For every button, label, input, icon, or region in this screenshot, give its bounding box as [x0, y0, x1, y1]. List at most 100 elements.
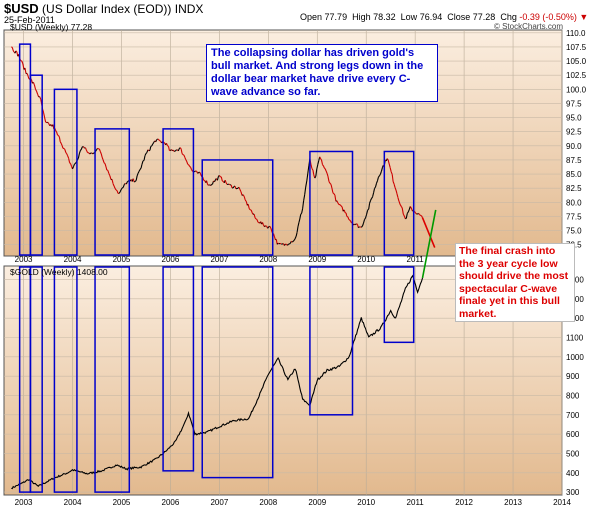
usd-x-tick-label: 2009: [308, 255, 326, 264]
gold-y-tick-label: 300: [566, 488, 580, 497]
usd-y-tick-label: 110.0: [566, 29, 586, 38]
usd-y-tick-label: 85.0: [566, 170, 582, 179]
usd-price-segment: [340, 205, 341, 206]
usd-price-segment: [192, 170, 193, 172]
usd-y-tick-label: 90.0: [566, 142, 582, 151]
high-value: 78.32: [373, 12, 396, 22]
usd-price-segment: [321, 159, 322, 160]
usd-price-segment: [356, 224, 357, 225]
usd-price-segment: [158, 139, 159, 140]
usd-price-segment: [188, 164, 189, 165]
high-label: High: [352, 12, 371, 22]
usd-y-tick-label: 97.5: [566, 99, 582, 108]
usd-price-segment: [56, 131, 57, 132]
usd-price-segment: [420, 215, 421, 216]
usd-price-segment: [249, 209, 250, 210]
usd-price-segment: [323, 165, 324, 166]
usd-price-segment: [236, 188, 237, 189]
gold-x-tick-label: 2005: [113, 498, 131, 507]
usd-x-tick-label: 2010: [357, 255, 375, 264]
close-label: Close: [447, 12, 470, 22]
low-value: 76.94: [420, 12, 443, 22]
quote-summary: Open 77.79 High 78.32 Low 76.94 Close 77…: [300, 12, 588, 22]
usd-y-tick-label: 92.5: [566, 128, 582, 137]
usd-price-segment: [252, 213, 253, 215]
usd-y-tick-label: 105.0: [566, 57, 587, 66]
usd-y-tick-label: 77.5: [566, 212, 582, 221]
usd-price-segment: [90, 153, 91, 154]
usd-y-tick-label: 87.5: [566, 156, 582, 165]
usd-price-segment: [183, 155, 184, 156]
usd-price-segment: [11, 47, 12, 48]
usd-price-segment: [190, 166, 191, 167]
gold-x-tick-label: 2008: [259, 498, 277, 507]
close-value: 77.28: [473, 12, 496, 22]
gold-x-tick-label: 2013: [504, 498, 522, 507]
usd-x-tick-label: 2005: [113, 255, 131, 264]
symbol: $USD: [4, 1, 39, 16]
gold-x-tick-label: 2010: [357, 498, 375, 507]
usd-y-tick-label: 102.5: [566, 71, 587, 80]
usd-price-segment: [229, 184, 230, 185]
down-arrow-icon: ▼: [579, 12, 588, 22]
usd-price-segment: [294, 239, 295, 241]
usd-price-segment: [265, 226, 266, 227]
gold-x-tick-label: 2007: [210, 498, 228, 507]
usd-price-segment: [198, 172, 199, 173]
usd-price-segment: [219, 175, 220, 176]
usd-price-segment: [151, 146, 152, 147]
usd-price-segment: [361, 226, 362, 227]
usd-price-segment: [70, 163, 71, 164]
usd-price-segment: [64, 148, 65, 149]
symbol-name: (US Dollar Index (EOD)): [42, 2, 171, 16]
usd-price-segment: [293, 240, 294, 241]
chg-value: -0.39 (-0.50%): [519, 12, 577, 22]
usd-price-segment: [292, 241, 293, 242]
usd-price-segment: [175, 150, 176, 151]
usd-price-segment: [330, 183, 331, 184]
usd-price-segment: [58, 135, 59, 136]
usd-price-segment: [387, 159, 388, 160]
usd-price-segment: [182, 154, 183, 155]
usd-price-segment: [195, 171, 196, 172]
gold-x-tick-label: 2011: [407, 498, 425, 507]
gold-legend: $GOLD (Weekly) 1408.00: [10, 267, 108, 277]
usd-price-segment: [222, 181, 223, 182]
open-value: 77.79: [325, 12, 348, 22]
gold-y-tick-label: 700: [566, 411, 580, 420]
low-label: Low: [401, 12, 418, 22]
annotation-dollar-drives-gold: The collapsing dollar has driven gold's …: [206, 44, 438, 102]
usd-price-segment: [280, 243, 281, 244]
usd-price-segment: [211, 185, 212, 186]
chg-label: Chg: [500, 12, 517, 22]
gold-x-tick-label: 2006: [162, 498, 180, 507]
usd-y-tick-label: 100.0: [566, 85, 587, 94]
usd-price-segment: [333, 193, 334, 194]
usd-y-tick-label: 80.0: [566, 198, 582, 207]
annotation-final-crash: The final crash into the 3 year cycle lo…: [455, 243, 575, 322]
usd-price-segment: [104, 163, 105, 164]
usd-price-segment: [358, 227, 359, 228]
usd-price-segment: [160, 141, 161, 142]
gold-y-tick-label: 900: [566, 372, 580, 381]
usd-price-segment: [93, 153, 94, 154]
usd-price-segment: [127, 181, 128, 182]
gold-x-tick-label: 2003: [15, 498, 33, 507]
usd-price-segment: [60, 142, 61, 143]
usd-x-tick-label: 2003: [15, 255, 33, 264]
usd-y-tick-label: 75.0: [566, 227, 582, 236]
gold-y-tick-label: 500: [566, 449, 580, 458]
stockcharts-credit: © StockCharts.com: [494, 22, 563, 31]
usd-price-segment: [135, 180, 136, 181]
usd-x-tick-label: 2004: [64, 255, 82, 264]
usd-price-segment: [351, 221, 352, 223]
usd-price-segment: [75, 163, 76, 164]
open-label: Open: [300, 12, 322, 22]
usd-x-tick-label: 2007: [210, 255, 228, 264]
usd-price-segment: [171, 150, 172, 151]
usd-x-tick-label: 2011: [407, 255, 425, 264]
usd-y-tick-label: 107.5: [566, 43, 587, 52]
gold-y-tick-label: 1000: [566, 353, 584, 362]
usd-price-segment: [287, 244, 288, 245]
gold-y-tick-label: 600: [566, 430, 580, 439]
